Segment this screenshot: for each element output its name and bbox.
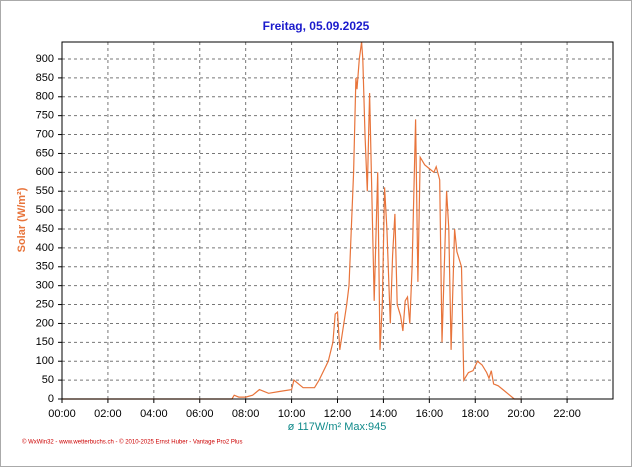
y-tick-label: 500: [36, 204, 54, 216]
y-tick-label: 800: [36, 91, 54, 103]
y-tick-label: 550: [36, 185, 54, 197]
y-tick-label: 750: [36, 110, 54, 122]
x-tick-label: 18:00: [461, 408, 489, 420]
y-tick-label: 250: [36, 298, 54, 310]
y-tick-label: 100: [36, 355, 54, 367]
x-tick-label: 00:00: [48, 408, 76, 420]
x-tick-label: 10:00: [278, 408, 306, 420]
chart-title: Freitag, 05.09.2025: [263, 19, 370, 33]
y-tick-label: 350: [36, 261, 54, 273]
summary: ø 117W/m² Max:945: [288, 421, 387, 433]
x-tick-label: 06:00: [186, 408, 214, 420]
y-tick-label: 900: [36, 53, 54, 65]
y-tick-label: 450: [36, 223, 54, 235]
y-tick-label: 400: [36, 242, 54, 254]
x-tick-label: 22:00: [553, 408, 581, 420]
x-tick-label: 12:00: [324, 408, 352, 420]
y-tick-label: 50: [42, 374, 54, 386]
x-tick-label: 16:00: [416, 408, 444, 420]
plot-border: [61, 41, 614, 400]
y-tick-label: 200: [36, 317, 54, 329]
y-tick-label: 650: [36, 147, 54, 159]
y-tick-label: 0: [48, 393, 54, 405]
y-tick-label: 300: [36, 280, 54, 292]
footer: © WxWin32 - www.wetterbuchs.ch - © 2010-…: [22, 439, 243, 446]
y-tick-label: 700: [36, 128, 54, 140]
y-axis-label: Solar (W/m²): [16, 187, 28, 252]
y-tick-label: 850: [36, 72, 54, 84]
x-tick-label: 08:00: [232, 408, 260, 420]
y-tick-label: 150: [36, 336, 54, 348]
y-tick-label: 600: [36, 166, 54, 178]
x-tick-label: 04:00: [140, 408, 168, 420]
x-tick-label: 02:00: [94, 408, 122, 420]
plot-area: [61, 41, 614, 400]
x-tick-label: 14:00: [370, 408, 398, 420]
x-tick-label: 20:00: [507, 408, 535, 420]
data-line: [62, 41, 522, 400]
